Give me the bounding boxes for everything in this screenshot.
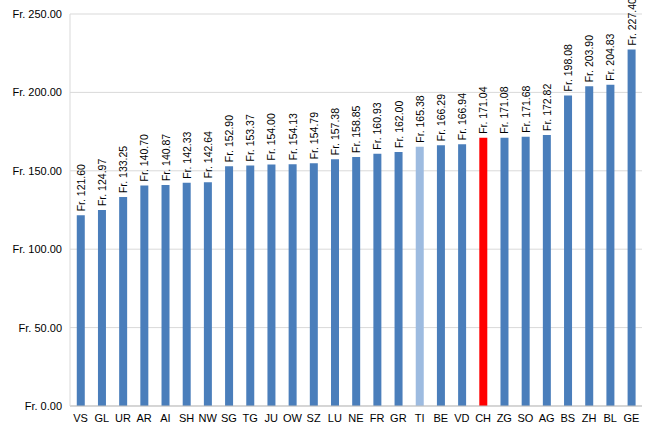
svg-text:SG: SG [221, 412, 237, 424]
svg-text:Fr. 160.93: Fr. 160.93 [371, 102, 383, 149]
svg-text:Fr. 171.68: Fr. 171.68 [520, 85, 532, 132]
svg-text:FR: FR [370, 412, 385, 424]
svg-text:AI: AI [160, 412, 170, 424]
svg-text:Fr. 140.87: Fr. 140.87 [160, 134, 172, 181]
svg-text:ZH: ZH [582, 412, 597, 424]
svg-text:Fr. 250.00: Fr. 250.00 [12, 8, 62, 20]
svg-text:Fr. 150.00: Fr. 150.00 [12, 165, 62, 177]
svg-text:Fr. 166.94: Fr. 166.94 [456, 93, 468, 140]
svg-text:OW: OW [283, 412, 303, 424]
svg-text:TI: TI [415, 412, 425, 424]
svg-text:Fr. 121.60: Fr. 121.60 [75, 164, 87, 211]
svg-text:Fr. 171.08: Fr. 171.08 [498, 86, 510, 133]
svg-text:Fr. 198.08: Fr. 198.08 [562, 44, 574, 91]
svg-text:Fr. 153.37: Fr. 153.37 [244, 114, 256, 161]
svg-text:AG: AG [539, 412, 555, 424]
svg-text:BE: BE [433, 412, 448, 424]
svg-text:Fr. 166.29: Fr. 166.29 [435, 94, 447, 141]
svg-text:GR: GR [390, 412, 407, 424]
svg-text:Fr. 0.00: Fr. 0.00 [25, 400, 62, 412]
svg-text:JU: JU [265, 412, 279, 424]
svg-text:Fr. 200.00: Fr. 200.00 [12, 86, 62, 98]
svg-text:CH: CH [475, 412, 491, 424]
svg-text:VD: VD [454, 412, 469, 424]
svg-text:Fr. 133.25: Fr. 133.25 [117, 146, 129, 193]
svg-text:SH: SH [179, 412, 194, 424]
svg-text:VS: VS [73, 412, 88, 424]
svg-text:Fr. 165.38: Fr. 165.38 [414, 95, 426, 142]
svg-text:Fr. 154.00: Fr. 154.00 [265, 113, 277, 160]
svg-text:Fr. 162.00: Fr. 162.00 [393, 101, 405, 148]
svg-text:AR: AR [137, 412, 152, 424]
svg-text:LU: LU [328, 412, 342, 424]
svg-text:Fr. 227.40: Fr. 227.40 [626, 0, 638, 45]
svg-text:GE: GE [623, 412, 639, 424]
svg-text:UR: UR [115, 412, 131, 424]
svg-text:BS: BS [561, 412, 576, 424]
svg-text:Fr. 50.00: Fr. 50.00 [19, 322, 62, 334]
svg-text:Fr. 142.33: Fr. 142.33 [181, 131, 193, 178]
svg-text:Fr. 203.90: Fr. 203.90 [583, 35, 595, 82]
svg-text:Fr. 204.83: Fr. 204.83 [604, 33, 616, 80]
svg-text:GL: GL [94, 412, 109, 424]
svg-text:Fr. 124.97: Fr. 124.97 [96, 159, 108, 206]
svg-text:SZ: SZ [307, 412, 321, 424]
svg-text:Fr. 140.70: Fr. 140.70 [138, 134, 150, 181]
svg-text:NW: NW [199, 412, 218, 424]
svg-text:ZG: ZG [497, 412, 512, 424]
svg-text:Fr. 154.79: Fr. 154.79 [308, 112, 320, 159]
svg-text:Fr. 172.82: Fr. 172.82 [541, 84, 553, 131]
svg-text:NE: NE [348, 412, 363, 424]
svg-text:Fr. 100.00: Fr. 100.00 [12, 243, 62, 255]
svg-text:Fr. 171.04: Fr. 171.04 [477, 86, 489, 133]
svg-text:TG: TG [242, 412, 257, 424]
svg-text:Fr. 142.64: Fr. 142.64 [202, 131, 214, 178]
svg-text:BL: BL [603, 412, 616, 424]
svg-text:Fr. 152.90: Fr. 152.90 [223, 115, 235, 162]
svg-text:Fr. 157.38: Fr. 157.38 [329, 108, 341, 155]
svg-text:SO: SO [518, 412, 534, 424]
svg-text:Fr. 158.85: Fr. 158.85 [350, 105, 362, 152]
svg-text:Fr. 154.13: Fr. 154.13 [287, 113, 299, 160]
